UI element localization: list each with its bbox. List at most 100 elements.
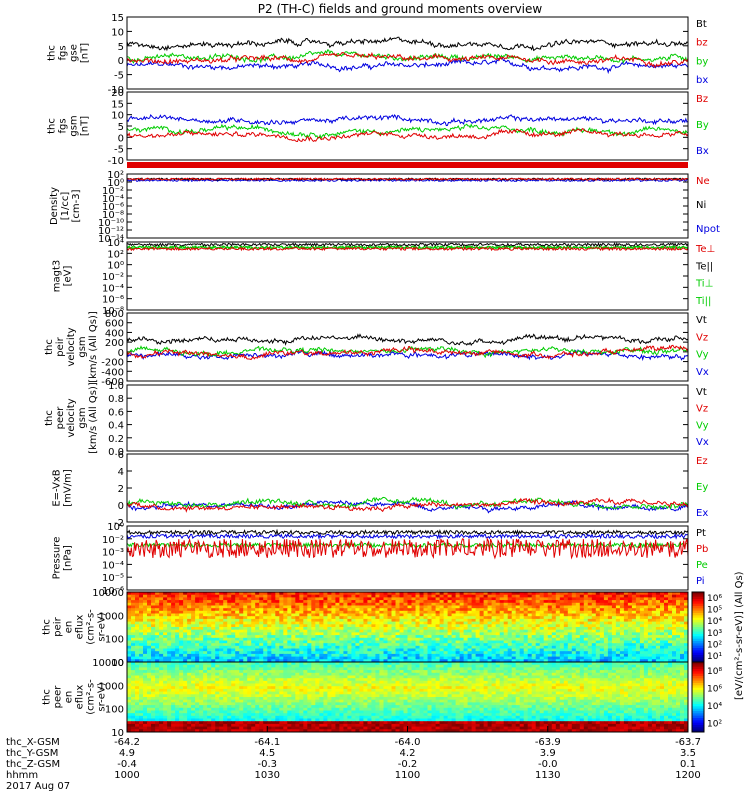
- heatmap-cell: [339, 594, 344, 598]
- heatmap-cell: [335, 613, 340, 617]
- heatmap-cell: [215, 667, 220, 671]
- heatmap-cell: [491, 621, 497, 625]
- heatmap-cell: [131, 643, 136, 647]
- heatmap-cell: [343, 616, 348, 620]
- heatmap-cell: [443, 608, 449, 612]
- heatmap-cell: [287, 597, 292, 601]
- heatmap-cell: [235, 610, 240, 615]
- series-line-Pt: [127, 528, 688, 536]
- heatmap-cell: [219, 605, 224, 609]
- heatmap-cell: [151, 597, 156, 601]
- heatmap-cell: [523, 678, 529, 682]
- heatmap-cell: [507, 605, 513, 609]
- heatmap-cell: [411, 675, 417, 679]
- heatmap-cell: [451, 592, 457, 596]
- y-tick-label: 10⁻²: [102, 272, 124, 283]
- heatmap-cell: [179, 608, 184, 612]
- heatmap-cell: [411, 597, 417, 601]
- heatmap-cell: [531, 643, 537, 647]
- heatmap-cell: [407, 613, 413, 617]
- heatmap-cell: [603, 648, 609, 652]
- heatmap-cell: [291, 645, 296, 650]
- heatmap-cell: [603, 624, 609, 628]
- heatmap-cell: [327, 608, 332, 612]
- heatmap-cell: [435, 678, 441, 682]
- heatmap-cell: [163, 656, 168, 660]
- heatmap-cell: [259, 662, 264, 666]
- heatmap-cell: [143, 667, 148, 671]
- heatmap-cell: [383, 645, 389, 650]
- heatmap-cell: [507, 621, 513, 625]
- heatmap-cell: [207, 605, 212, 609]
- heatmap-cell: [603, 600, 609, 604]
- heatmap-cell: [391, 656, 397, 660]
- heatmap-cell: [199, 678, 204, 682]
- heatmap-cell: [623, 659, 629, 662]
- heatmap-cell: [415, 643, 421, 647]
- heatmap-cell: [547, 594, 553, 598]
- heatmap-cell: [319, 645, 324, 650]
- heatmap-cell: [639, 675, 645, 679]
- heatmap-cell: [395, 672, 401, 677]
- heatmap-cell: [519, 608, 525, 612]
- heatmap-cell: [567, 635, 573, 639]
- heatmap-cell: [615, 637, 621, 642]
- heatmap-cell: [439, 651, 445, 655]
- heatmap-cell: [315, 597, 320, 601]
- heatmap-cell: [131, 608, 136, 612]
- heatmap-cell: [239, 656, 244, 660]
- heatmap-cell: [579, 610, 585, 615]
- heatmap-cell: [439, 667, 445, 671]
- heatmap-cell: [319, 670, 324, 674]
- heatmap-cell: [431, 613, 437, 617]
- heatmap-cell: [131, 664, 136, 668]
- heatmap-cell: [467, 616, 473, 620]
- heatmap-cell: [311, 629, 316, 633]
- heatmap-cell: [387, 662, 393, 666]
- heatmap-cell: [595, 608, 601, 612]
- heatmap-cell: [515, 643, 521, 647]
- heatmap-cell: [127, 651, 132, 655]
- heatmap-cell: [607, 653, 613, 658]
- heatmap-cell: [539, 610, 545, 615]
- heatmap-cell: [411, 670, 417, 674]
- heatmap-cell: [207, 664, 212, 668]
- heatmap-cell: [483, 597, 489, 601]
- heatmap-cell: [267, 662, 272, 666]
- y-tick-label: 10: [111, 111, 124, 122]
- heatmap-cell: [459, 664, 465, 668]
- heatmap-cell: [511, 648, 517, 652]
- heatmap-cell: [335, 672, 340, 677]
- heatmap-cell: [607, 662, 613, 666]
- heatmap-cell: [459, 592, 465, 596]
- heatmap-cell: [363, 597, 368, 601]
- heatmap-cell: [335, 610, 340, 615]
- heatmap-cell: [411, 610, 417, 615]
- heatmap-cell: [231, 600, 236, 604]
- heatmap-cell: [223, 672, 228, 677]
- heatmap-cell: [579, 594, 585, 598]
- heatmap-cell: [127, 627, 132, 631]
- heatmap-cell: [419, 659, 425, 662]
- heatmap-cell: [391, 659, 397, 662]
- heatmap-cell: [383, 664, 389, 668]
- heatmap-cell: [275, 659, 280, 662]
- heatmap-cell: [195, 608, 200, 612]
- heatmap-cell: [307, 613, 312, 617]
- heatmap-cell: [383, 600, 389, 604]
- heatmap-cell: [527, 621, 533, 625]
- heatmap-cell: [199, 594, 204, 598]
- heatmap-cell: [660, 670, 665, 674]
- heatmap-cell: [295, 627, 300, 631]
- plot-area: [127, 36, 688, 75]
- heatmap-cell: [139, 621, 144, 625]
- heatmap-cell: [339, 643, 344, 647]
- heatmap-cell: [676, 670, 681, 674]
- heatmap-cell: [191, 672, 196, 677]
- heatmap-cell: [207, 637, 212, 642]
- heatmap-cell: [668, 613, 673, 617]
- heatmap-cell: [451, 608, 457, 612]
- heatmap-cell: [539, 600, 545, 604]
- heatmap-cell: [163, 662, 168, 666]
